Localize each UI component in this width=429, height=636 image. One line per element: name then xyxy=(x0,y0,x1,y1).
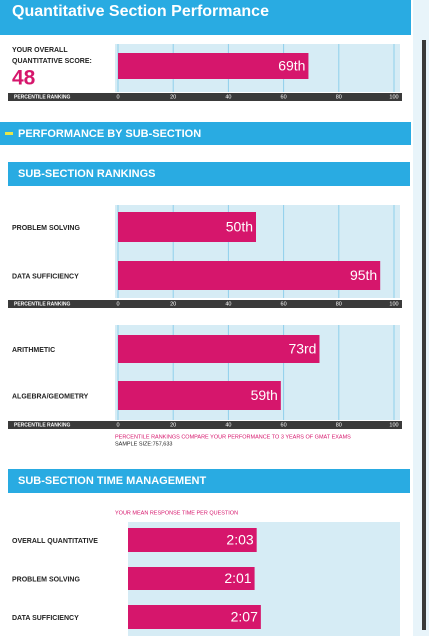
score-label: YOUR OVERALL xyxy=(12,47,68,54)
x-tick-label: 40 xyxy=(225,422,231,428)
axis-band xyxy=(8,93,402,101)
x-tick-label: 60 xyxy=(281,422,287,428)
axis-label: PERCENTILE RANKING xyxy=(14,94,71,100)
x-tick-label: 0 xyxy=(116,94,119,100)
x-tick-label: 80 xyxy=(336,301,342,307)
score: 48 xyxy=(12,67,36,90)
bar xyxy=(128,528,257,552)
category-label: DATA SUFFICIENCY xyxy=(12,615,79,622)
value-label: 73rd xyxy=(288,341,316,357)
category-label: PROBLEM SOLVING xyxy=(12,576,80,583)
side-rule xyxy=(422,250,426,630)
x-tick-label: 100 xyxy=(389,422,398,428)
x-tick-label: 80 xyxy=(336,422,342,428)
bar xyxy=(118,261,381,290)
x-tick-label: 0 xyxy=(116,422,119,428)
value-label: 2:03 xyxy=(226,532,253,548)
value-label: 2:01 xyxy=(224,570,251,586)
bar xyxy=(118,53,309,79)
value-label: 59th xyxy=(251,387,278,403)
x-tick-label: 60 xyxy=(281,94,287,100)
value-label: 50th xyxy=(226,219,253,235)
value-label: 95th xyxy=(350,267,377,283)
footnote: PERCENTILE RANKINGS COMPARE YOUR PERFORM… xyxy=(115,434,351,440)
x-tick-label: 100 xyxy=(389,94,398,100)
bar xyxy=(118,381,281,410)
collapse-icon[interactable] xyxy=(5,132,13,135)
bar xyxy=(128,605,261,629)
category-label: ALGEBRA/GEOMETRY xyxy=(12,393,89,400)
section-title: SUB-SECTION RANKINGS xyxy=(18,168,156,180)
side-strip xyxy=(413,0,429,636)
x-tick-label: 20 xyxy=(170,94,176,100)
footnote: YOUR MEAN RESPONSE TIME PER QUESTION xyxy=(115,510,238,516)
value-label: 69th xyxy=(278,58,305,74)
section-bar xyxy=(8,469,410,493)
bar xyxy=(118,335,320,363)
x-tick-label: 0 xyxy=(116,301,119,307)
section-bar xyxy=(8,162,410,186)
footnote: SAMPLE SIZE:757,633 xyxy=(115,441,172,447)
value-label: 2:07 xyxy=(231,609,258,625)
x-tick-label: 40 xyxy=(225,94,231,100)
bar xyxy=(118,212,256,242)
category-label: PROBLEM SOLVING xyxy=(12,225,80,232)
section-title: SUB-SECTION TIME MANAGEMENT xyxy=(18,475,207,487)
axis-label: PERCENTILE RANKING xyxy=(14,422,71,428)
x-tick-label: 60 xyxy=(281,301,287,307)
axis-band xyxy=(8,300,402,308)
header-bar xyxy=(0,0,411,35)
axis-band xyxy=(8,421,402,429)
category-label: OVERALL QUANTITATIVE xyxy=(12,538,98,545)
category-label: DATA SUFFICIENCY xyxy=(12,273,79,280)
x-tick-label: 100 xyxy=(389,301,398,307)
x-tick-label: 80 xyxy=(336,94,342,100)
page-title: Quantitative Section Performance xyxy=(12,3,269,20)
side-rule xyxy=(422,40,426,280)
x-tick-label: 40 xyxy=(225,301,231,307)
category-label: ARITHMETIC xyxy=(12,347,55,354)
x-tick-label: 20 xyxy=(170,422,176,428)
bar xyxy=(128,567,255,590)
section-bar xyxy=(0,122,411,145)
x-tick-label: 20 xyxy=(170,301,176,307)
section-title[interactable]: PERFORMANCE BY SUB-SECTION xyxy=(18,128,201,140)
score-label: QUANTITATIVE SCORE: xyxy=(12,58,92,65)
axis-label: PERCENTILE RANKING xyxy=(14,301,71,307)
